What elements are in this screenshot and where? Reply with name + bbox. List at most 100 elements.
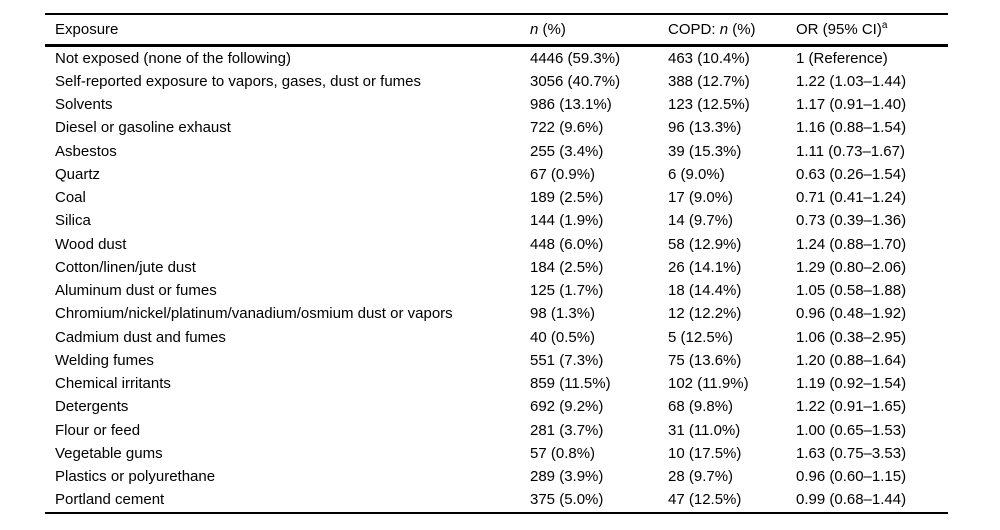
exposure-cell: Wood dust — [55, 235, 127, 253]
copd-n-percent-cell: 102 (11.9%) — [668, 375, 749, 393]
or-ci-cell: 0.99 (0.68–1.44) — [796, 491, 907, 509]
header-or-footnote-marker: a — [881, 19, 888, 31]
table-row: Self-reported exposure to vapors, gases,… — [45, 70, 948, 93]
n-percent-cell: 3056 (40.7%) — [530, 72, 621, 90]
copd-n-percent-cell: 68 (9.8%) — [668, 398, 734, 416]
n-percent-cell: 692 (9.2%) — [530, 398, 604, 416]
header-exposure-label: Exposure — [55, 20, 119, 38]
or-ci-cell: 0.96 (0.48–1.92) — [796, 305, 907, 323]
table-body: Not exposed (none of the following) 4446 … — [45, 45, 948, 513]
table-row: Cotton/linen/jute dust 184 (2.5%) 26 (14.1… — [45, 256, 948, 279]
exposure-cell: Vegetable gums — [55, 444, 163, 462]
exposure-cell: Chromium/nickel/platinum/vanadium/osmium… — [55, 305, 453, 323]
exposure-cell: Asbestos — [55, 142, 117, 160]
or-ci-cell: 1.05 (0.58–1.88) — [796, 282, 907, 300]
or-ci-cell: 0.96 (0.60–1.15) — [796, 468, 907, 486]
n-percent-cell: 4446 (59.3%) — [530, 49, 621, 67]
exposure-cell: Diesel or gasoline exhaust — [55, 119, 231, 137]
n-percent-cell: 859 (11.5%) — [530, 375, 611, 393]
copd-n-percent-cell: 31 (11.0%) — [668, 421, 741, 439]
copd-n-percent-cell: 96 (13.3%) — [668, 119, 742, 137]
table-row: Quartz 67 (0.9%) 6 (9.0%) 0.63 (0.26–1.54) — [45, 163, 948, 186]
table-row: Flour or feed 281 (3.7%) 31 (11.0%) 1.00 (0… — [45, 419, 948, 442]
or-ci-cell: 1.22 (1.03–1.44) — [796, 72, 907, 90]
header-n-percent: n (%) — [530, 14, 668, 47]
n-percent-cell: 189 (2.5%) — [530, 189, 604, 207]
exposure-cell: Welding fumes — [55, 351, 154, 369]
header-n-suffix: (%) — [538, 20, 566, 38]
table-row: Cadmium dust and fumes 40 (0.5%) 5 (12.5%)… — [45, 326, 948, 349]
exposure-cell: Quartz — [55, 165, 101, 183]
copd-n-percent-cell: 388 (12.7%) — [668, 72, 750, 90]
copd-n-percent-cell: 28 (9.7%) — [668, 468, 734, 486]
copd-n-percent-cell: 18 (14.4%) — [668, 282, 742, 300]
copd-n-percent-cell: 6 (9.0%) — [668, 165, 725, 183]
copd-n-percent-cell: 5 (12.5%) — [668, 328, 734, 346]
copd-n-percent-cell: 39 (15.3%) — [668, 142, 742, 160]
or-ci-cell: 1.24 (0.88–1.70) — [796, 235, 907, 253]
n-percent-cell: 722 (9.6%) — [530, 119, 604, 137]
or-ci-cell: 1.29 (0.80–2.06) — [796, 258, 907, 276]
table-row: Portland cement 375 (5.0%) 47 (12.5%) 0.99 … — [45, 488, 948, 512]
table-row: Chromium/nickel/platinum/vanadium/osmium… — [45, 302, 948, 325]
n-percent-cell: 375 (5.0%) — [530, 491, 604, 509]
table-row: Chemical irritants 859 (11.5%) 102 (11.9%)… — [45, 372, 948, 395]
table-row: Welding fumes 551 (7.3%) 75 (13.6%) 1.20 (0… — [45, 349, 948, 372]
or-ci-cell: 0.73 (0.39–1.36) — [796, 212, 907, 230]
header-row: Exposure n (%) COPD: n (%) OR (95% CI)a — [45, 14, 948, 47]
exposure-cell: Flour or feed — [55, 421, 141, 439]
copd-n-percent-cell: 47 (12.5%) — [668, 491, 742, 509]
exposure-cell: Cotton/linen/jute dust — [55, 258, 196, 276]
n-percent-cell: 98 (1.3%) — [530, 305, 596, 323]
exposure-cell: Self-reported exposure to vapors, gases,… — [55, 72, 422, 90]
table-row: Detergents 692 (9.2%) 68 (9.8%) 1.22 (0.91–… — [45, 395, 948, 418]
table-row: Coal 189 (2.5%) 17 (9.0%) 0.71 (0.41–1.24) — [45, 186, 948, 209]
table-row: Silica 144 (1.9%) 14 (9.7%) 0.73 (0.39–1.36… — [45, 209, 948, 232]
n-percent-cell: 125 (1.7%) — [530, 282, 604, 300]
n-percent-cell: 281 (3.7%) — [530, 421, 604, 439]
exposure-cell: Cadmium dust and fumes — [55, 328, 226, 346]
header-or-ci: OR (95% CI)a — [796, 14, 948, 47]
table-row: Solvents 986 (13.1%) 123 (12.5%) 1.17 (0.91… — [45, 93, 948, 116]
or-ci-cell: 1.17 (0.91–1.40) — [796, 96, 907, 114]
exposure-cell: Detergents — [55, 398, 129, 416]
copd-n-percent-cell: 26 (14.1%) — [668, 258, 742, 276]
table-row: Aluminum dust or fumes 125 (1.7%) 18 (14.4… — [45, 279, 948, 302]
n-percent-cell: 986 (13.1%) — [530, 96, 612, 114]
copd-n-percent-cell: 10 (17.5%) — [668, 444, 742, 462]
n-percent-cell: 289 (3.9%) — [530, 468, 604, 486]
exposure-table: Exposure n (%) COPD: n (%) OR (95% CI)a … — [45, 13, 948, 514]
n-percent-cell: 144 (1.9%) — [530, 212, 604, 230]
copd-n-percent-cell: 463 (10.4%) — [668, 49, 750, 67]
header-copd-n-percent: COPD: n (%) — [668, 14, 796, 47]
header-n-italic: n — [530, 20, 539, 38]
or-ci-cell: 1.63 (0.75–3.53) — [796, 444, 907, 462]
copd-n-percent-cell: 12 (12.2%) — [668, 305, 742, 323]
n-percent-cell: 40 (0.5%) — [530, 328, 596, 346]
or-ci-cell: 1 (Reference) — [796, 49, 888, 67]
table-row: Asbestos 255 (3.4%) 39 (15.3%) 1.11 (0.73–1… — [45, 140, 948, 163]
n-percent-cell: 184 (2.5%) — [530, 258, 604, 276]
header-or-label: OR (95% CI) — [796, 20, 882, 38]
or-ci-cell: 1.19 (0.92–1.54) — [796, 375, 907, 393]
n-percent-cell: 67 (0.9%) — [530, 165, 596, 183]
header-copd-suffix: (%) — [728, 20, 756, 38]
or-ci-cell: 0.63 (0.26–1.54) — [796, 165, 907, 183]
n-percent-cell: 551 (7.3%) — [530, 351, 604, 369]
exposure-cell: Aluminum dust or fumes — [55, 282, 217, 300]
copd-n-percent-cell: 58 (12.9%) — [668, 235, 742, 253]
header-copd-prefix: COPD: — [668, 20, 720, 38]
or-ci-cell: 1.16 (0.88–1.54) — [796, 119, 907, 137]
table-row: Diesel or gasoline exhaust 722 (9.6%) 96 (… — [45, 116, 948, 139]
or-ci-cell: 1.00 (0.65–1.53) — [796, 421, 907, 439]
or-ci-cell: 1.06 (0.38–2.95) — [796, 328, 907, 346]
copd-n-percent-cell: 14 (9.7%) — [668, 212, 734, 230]
exposure-cell: Solvents — [55, 96, 113, 114]
header-exposure: Exposure — [45, 14, 530, 47]
exposure-cell: Not exposed (none of the following) — [55, 49, 291, 67]
or-ci-cell: 1.22 (0.91–1.65) — [796, 398, 907, 416]
copd-n-percent-cell: 75 (13.6%) — [668, 351, 742, 369]
header-copd-italic: n — [719, 20, 729, 38]
table-row: Plastics or polyurethane 289 (3.9%) 28 (9.… — [45, 465, 948, 488]
